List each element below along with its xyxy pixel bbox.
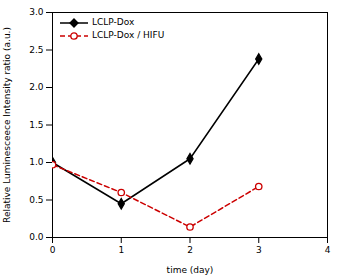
- svg-text:time (day): time (day): [167, 265, 214, 275]
- svg-text:3.0: 3.0: [29, 7, 44, 17]
- svg-text:1.5: 1.5: [29, 120, 43, 130]
- svg-text:2.5: 2.5: [29, 45, 43, 55]
- svg-text:0: 0: [50, 245, 56, 255]
- svg-text:2.0: 2.0: [29, 82, 44, 92]
- svg-text:1.0: 1.0: [29, 157, 44, 167]
- svg-text:1: 1: [118, 245, 124, 255]
- html-text:LCLP-Dox: LCLP-Dox: [92, 17, 135, 27]
- html-text:LCLP-Dox / HIFU: LCLP-Dox / HIFU: [92, 30, 165, 40]
- svg-text:3: 3: [256, 245, 262, 255]
- svg-text:4: 4: [325, 245, 331, 255]
- svg-text:0.0: 0.0: [29, 232, 44, 242]
- svg-text:Relative Luminesceece Intensit: Relative Luminesceece Intensity ratio (a…: [2, 27, 12, 223]
- svg-text:2: 2: [187, 245, 193, 255]
- svg-text:0.5: 0.5: [29, 195, 43, 205]
